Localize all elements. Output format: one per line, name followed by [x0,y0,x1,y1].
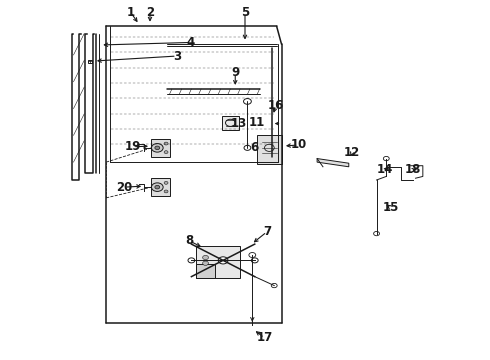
Text: 10: 10 [291,139,307,152]
Circle shape [164,190,168,193]
Circle shape [164,142,168,145]
Text: 15: 15 [383,201,399,214]
Text: 16: 16 [268,99,284,112]
Text: 18: 18 [405,163,421,176]
FancyBboxPatch shape [151,178,170,196]
Circle shape [164,181,168,184]
Circle shape [244,99,251,104]
Circle shape [188,258,195,263]
Bar [88,60,92,63]
Polygon shape [317,158,349,167]
Circle shape [271,283,277,288]
Text: 3: 3 [173,50,181,63]
Text: 9: 9 [231,66,240,79]
FancyBboxPatch shape [221,116,239,130]
Circle shape [151,144,163,152]
Text: 6: 6 [250,141,259,154]
FancyBboxPatch shape [196,246,240,278]
FancyBboxPatch shape [257,135,282,164]
Circle shape [202,261,208,265]
Text: 8: 8 [185,234,193,247]
Circle shape [251,258,258,263]
FancyBboxPatch shape [196,264,215,278]
Circle shape [249,252,256,257]
FancyBboxPatch shape [151,139,170,157]
Circle shape [374,231,379,236]
Text: 1: 1 [126,6,135,19]
Circle shape [244,145,251,150]
Text: 5: 5 [241,6,249,19]
Circle shape [155,146,160,150]
Text: 7: 7 [263,225,271,238]
Text: 20: 20 [116,181,132,194]
Circle shape [202,255,208,260]
Circle shape [164,151,168,154]
Text: 13: 13 [231,117,247,130]
Text: 17: 17 [256,332,272,345]
Text: 4: 4 [186,36,195,49]
Text: 2: 2 [146,6,154,19]
Circle shape [151,183,163,192]
Text: 19: 19 [125,140,141,153]
Circle shape [155,185,160,189]
Circle shape [383,157,389,161]
Text: 12: 12 [344,146,360,159]
Text: 14: 14 [377,163,393,176]
Text: 11: 11 [249,116,265,129]
Circle shape [218,257,228,264]
